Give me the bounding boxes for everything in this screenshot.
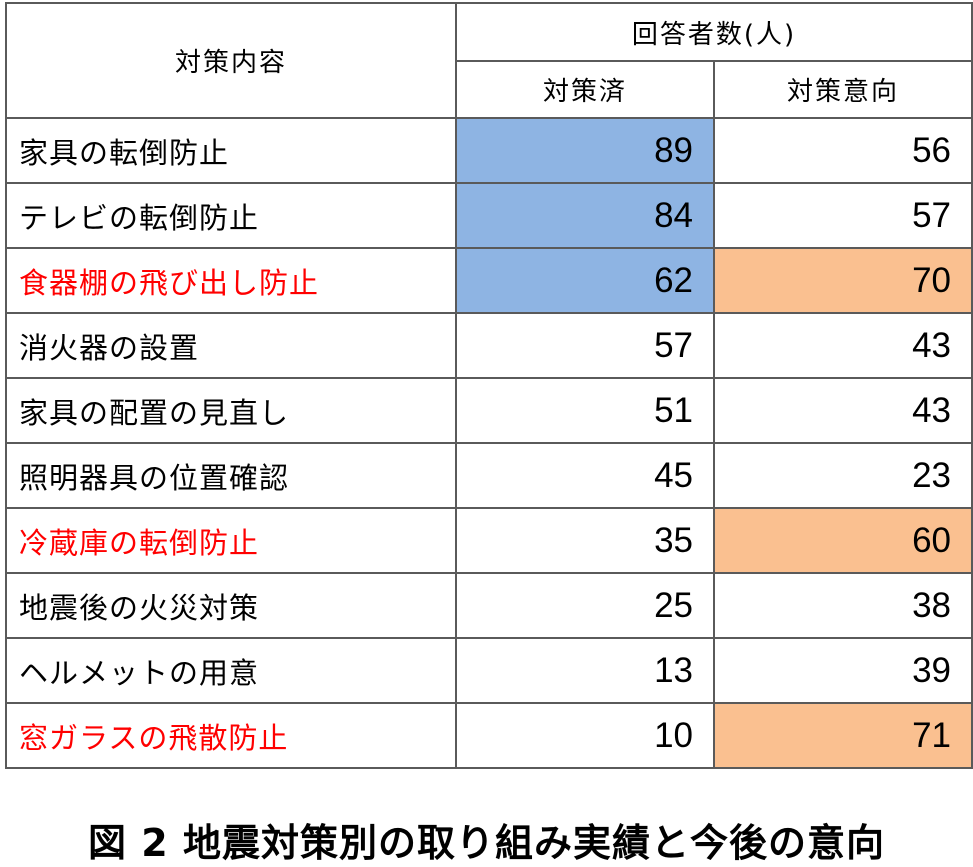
done-value: 62 xyxy=(455,247,715,314)
table-row: 食器棚の飛び出し防止 62 70 xyxy=(5,247,973,314)
row-label: ヘルメットの用意 xyxy=(5,637,457,704)
table-row: 窓ガラスの飛散防止 10 71 xyxy=(5,702,973,769)
done-value: 51 xyxy=(455,377,715,444)
done-value: 13 xyxy=(455,637,715,704)
row-label: 地震後の火災対策 xyxy=(5,572,457,639)
done-value: 45 xyxy=(455,442,715,509)
header-done: 対策済 xyxy=(455,60,715,119)
table-row: ヘルメットの用意 13 39 xyxy=(5,637,973,704)
intent-value: 71 xyxy=(713,702,973,769)
done-value: 10 xyxy=(455,702,715,769)
done-value: 84 xyxy=(455,182,715,249)
table-row: テレビの転倒防止 84 57 xyxy=(5,182,973,249)
survey-table: 対策内容 回答者数(人) 対策済 対策意向 家具の転倒防止 89 56 テレビの転倒防… xyxy=(5,2,973,769)
intent-value: 23 xyxy=(713,442,973,509)
done-value: 35 xyxy=(455,507,715,574)
header-intent: 対策意向 xyxy=(713,60,973,119)
table-row: 消火器の設置 57 43 xyxy=(5,312,973,379)
row-label: 冷蔵庫の転倒防止 xyxy=(5,507,457,574)
table-row: 冷蔵庫の転倒防止 35 60 xyxy=(5,507,973,574)
intent-value: 43 xyxy=(713,312,973,379)
figure-caption: 図 2 地震対策別の取り組み実績と今後の意向 xyxy=(88,821,885,865)
table-body: 家具の転倒防止 89 56 テレビの転倒防止 84 57 食器棚の飛び出し防止 62 70 消火器… xyxy=(5,117,973,769)
done-value: 25 xyxy=(455,572,715,639)
done-value: 57 xyxy=(455,312,715,379)
row-label: 家具の転倒防止 xyxy=(5,117,457,184)
intent-value: 70 xyxy=(713,247,973,314)
row-label: 家具の配置の見直し xyxy=(5,377,457,444)
row-label: 消火器の設置 xyxy=(5,312,457,379)
intent-value: 38 xyxy=(713,572,973,639)
intent-value: 57 xyxy=(713,182,973,249)
intent-value: 56 xyxy=(713,117,973,184)
header-group: 回答者数(人) xyxy=(455,2,973,62)
table-row: 照明器具の位置確認 45 23 xyxy=(5,442,973,509)
done-value: 89 xyxy=(455,117,715,184)
intent-value: 39 xyxy=(713,637,973,704)
row-label: テレビの転倒防止 xyxy=(5,182,457,249)
header-label-column: 対策内容 xyxy=(5,2,457,119)
table-row: 家具の配置の見直し 51 43 xyxy=(5,377,973,444)
row-label: 窓ガラスの飛散防止 xyxy=(5,702,457,769)
intent-value: 60 xyxy=(713,507,973,574)
table-row: 家具の転倒防止 89 56 xyxy=(5,117,973,184)
row-label: 食器棚の飛び出し防止 xyxy=(5,247,457,314)
intent-value: 43 xyxy=(713,377,973,444)
table-row: 地震後の火災対策 25 38 xyxy=(5,572,973,639)
row-label: 照明器具の位置確認 xyxy=(5,442,457,509)
